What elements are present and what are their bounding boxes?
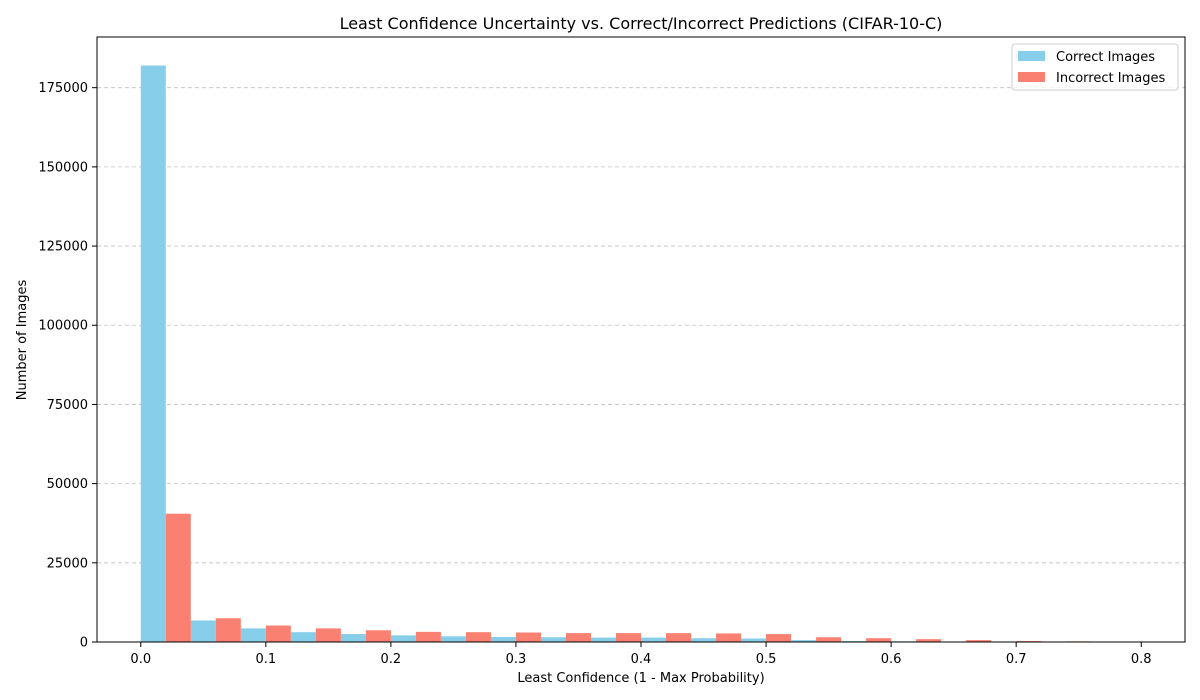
bar-correct: [590, 637, 616, 642]
bar-incorrect: [415, 631, 441, 642]
bar-incorrect: [265, 625, 291, 642]
chart-title: Least Confidence Uncertainty vs. Correct…: [340, 14, 943, 33]
bar-correct: [340, 634, 366, 642]
legend: Correct Images Incorrect Images: [1011, 43, 1179, 91]
legend-label-correct: Correct Images: [1056, 50, 1155, 65]
bar-incorrect: [165, 513, 191, 642]
bar-incorrect: [515, 632, 541, 642]
y-tick-label: 25000: [47, 556, 88, 571]
x-tick-label: 0.1: [255, 652, 276, 667]
bar-correct: [290, 632, 316, 642]
legend-frame: [1011, 43, 1179, 91]
legend-swatch-correct: [1018, 51, 1045, 61]
bar-incorrect: [315, 628, 341, 642]
bar-correct: [741, 638, 767, 642]
bar-correct: [540, 637, 566, 642]
y-tick-label: 75000: [47, 398, 88, 413]
x-tick-label: 0.3: [506, 652, 527, 667]
y-axis-label: Number of Images: [15, 280, 30, 401]
y-tick-label: 150000: [38, 160, 88, 175]
y-tick-label: 50000: [47, 477, 88, 492]
plot-frame: [96, 36, 1186, 643]
bar-correct: [390, 635, 416, 642]
x-axis: 0.0 0.1 0.2 0.3 0.4 0.5 0.6 0.7 0.8: [130, 642, 1152, 667]
x-tick-label: 0.0: [130, 652, 151, 667]
bar-correct: [140, 65, 166, 642]
bar-incorrect: [716, 633, 742, 642]
bar-correct: [791, 640, 817, 642]
bar-incorrect: [465, 632, 491, 642]
x-tick-label: 0.7: [1006, 652, 1027, 667]
bar-incorrect: [766, 634, 792, 642]
legend-swatch-incorrect: [1018, 72, 1045, 82]
bar-correct: [440, 636, 466, 642]
x-tick-label: 0.2: [381, 652, 402, 667]
bar-incorrect: [615, 633, 641, 642]
x-tick-label: 0.5: [756, 652, 777, 667]
x-tick-label: 0.8: [1131, 652, 1152, 667]
bar-correct: [641, 637, 667, 642]
bar-incorrect: [215, 618, 241, 642]
bar-correct: [490, 636, 516, 642]
bar-incorrect: [816, 637, 842, 642]
bar-correct: [240, 628, 266, 642]
bar-incorrect: [666, 633, 692, 642]
x-axis-label: Least Confidence (1 - Max Probability): [517, 671, 764, 686]
bar-correct: [691, 638, 717, 642]
y-tick-label: 100000: [38, 319, 88, 334]
gridlines: [97, 87, 1185, 564]
legend-label-incorrect: Incorrect Images: [1056, 71, 1165, 86]
x-tick-label: 0.4: [631, 652, 652, 667]
x-tick-label: 0.6: [881, 652, 902, 667]
bar-incorrect: [966, 640, 992, 642]
bars: [140, 65, 1142, 642]
bar-correct: [190, 620, 216, 642]
bar-incorrect: [565, 633, 591, 642]
y-tick-label: 0: [80, 636, 88, 651]
y-tick-label: 125000: [38, 240, 88, 255]
bar-incorrect: [866, 638, 892, 642]
bar-incorrect: [916, 639, 942, 642]
bar-incorrect: [365, 630, 391, 642]
y-axis: 0 25000 50000 75000 100000 125000 150000 175000: [38, 81, 97, 651]
y-tick-label: 175000: [38, 81, 88, 96]
